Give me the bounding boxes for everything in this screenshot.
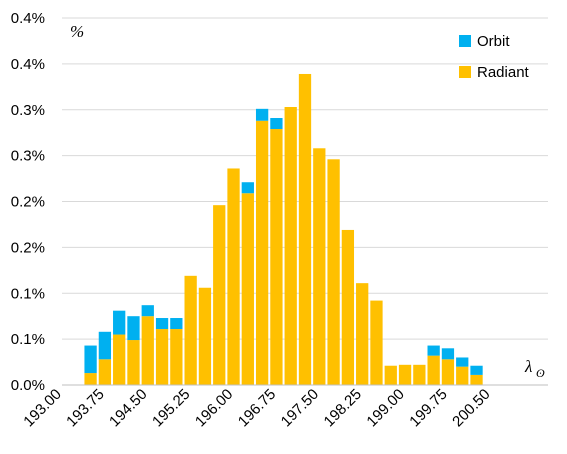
- bar-orbit: [470, 365, 483, 375]
- bar-orbit: [427, 345, 440, 356]
- bar-orbit: [255, 108, 269, 121]
- x-unit-label: λ ʘ: [524, 357, 545, 380]
- x-tick-label: 193.75: [63, 386, 107, 430]
- bar-radiant: [470, 374, 483, 385]
- bar-orbit: [270, 118, 283, 130]
- bar-radiant: [84, 373, 97, 385]
- bar-radiant: [170, 329, 183, 385]
- bar-radiant: [441, 359, 455, 385]
- x-tick-label: 197.50: [278, 386, 322, 430]
- bar-radiant: [398, 364, 412, 385]
- y-tick-label: 0.2%: [11, 194, 45, 211]
- x-tick-label: 200.50: [449, 386, 493, 430]
- bar-radiant: [298, 73, 312, 385]
- bar-radiant: [155, 329, 169, 385]
- bar-radiant: [113, 334, 126, 385]
- y-tick-label: 0.0%: [11, 377, 45, 394]
- legend-label-radiant: Radiant: [477, 64, 530, 81]
- x-tick-label: 195.25: [149, 386, 193, 430]
- y-axis-tick-labels: 0.0% 0.1% 0.1% 0.2% 0.2% 0.3% 0.3% 0.4% 0.4%: [11, 10, 45, 394]
- bar-radiant: [427, 355, 440, 385]
- y-unit-label: %: [70, 22, 84, 41]
- bar-radiant: [241, 193, 254, 385]
- bar-radiant: [227, 168, 240, 385]
- bar-radiant: [141, 316, 154, 385]
- bar-radiant: [456, 366, 469, 385]
- legend: Orbit Radiant: [459, 33, 530, 81]
- bar-radiant: [356, 283, 369, 385]
- bar-orbit: [113, 310, 126, 335]
- bar-radiant: [255, 120, 269, 385]
- bar-radiant: [284, 107, 297, 385]
- bar-orbit: [98, 331, 112, 360]
- bar-radiant: [127, 340, 140, 385]
- bar-orbit: [127, 316, 140, 341]
- bar-radiant: [384, 365, 397, 385]
- x-tick-label: 198.25: [321, 386, 365, 430]
- bar-radiant: [413, 364, 426, 385]
- bar-orbit: [241, 182, 254, 194]
- bar-radiant: [213, 205, 226, 385]
- y-tick-label: 0.1%: [11, 285, 45, 302]
- bar-orbit: [456, 357, 469, 367]
- bar-radiant: [98, 359, 112, 385]
- x-tick-label: 199.75: [406, 386, 450, 430]
- y-tick-label: 0.4%: [11, 10, 45, 27]
- x-unit-subscript: ʘ: [536, 366, 545, 380]
- bars: [84, 73, 483, 385]
- bar-orbit: [141, 305, 154, 317]
- x-tick-label: 196.75: [235, 386, 279, 430]
- y-tick-label: 0.3%: [11, 148, 45, 165]
- bar-orbit: [155, 318, 169, 330]
- bar-radiant: [370, 300, 383, 385]
- y-tick-label: 0.2%: [11, 239, 45, 256]
- bar-radiant: [270, 129, 283, 385]
- x-tick-label: 196.00: [192, 386, 236, 430]
- bar-orbit: [170, 318, 183, 330]
- legend-label-orbit: Orbit: [477, 33, 510, 50]
- x-tick-label: 194.50: [106, 386, 150, 430]
- bar-radiant: [341, 229, 355, 385]
- x-axis-tick-labels: 193.00193.75194.50195.25196.00196.75197.…: [20, 386, 493, 430]
- x-unit-symbol: λ: [524, 357, 532, 376]
- legend-swatch-radiant: [459, 66, 471, 78]
- bar-radiant: [327, 159, 340, 385]
- y-tick-label: 0.1%: [11, 331, 45, 348]
- y-tick-label: 0.3%: [11, 102, 45, 119]
- bar-radiant: [198, 287, 212, 385]
- bar-orbit: [84, 345, 97, 374]
- bar-radiant: [184, 275, 197, 385]
- x-tick-label: 199.00: [363, 386, 407, 430]
- legend-swatch-orbit: [459, 35, 471, 47]
- y-tick-label: 0.4%: [11, 56, 45, 73]
- bar-orbit: [441, 348, 455, 360]
- bar-radiant: [313, 148, 326, 385]
